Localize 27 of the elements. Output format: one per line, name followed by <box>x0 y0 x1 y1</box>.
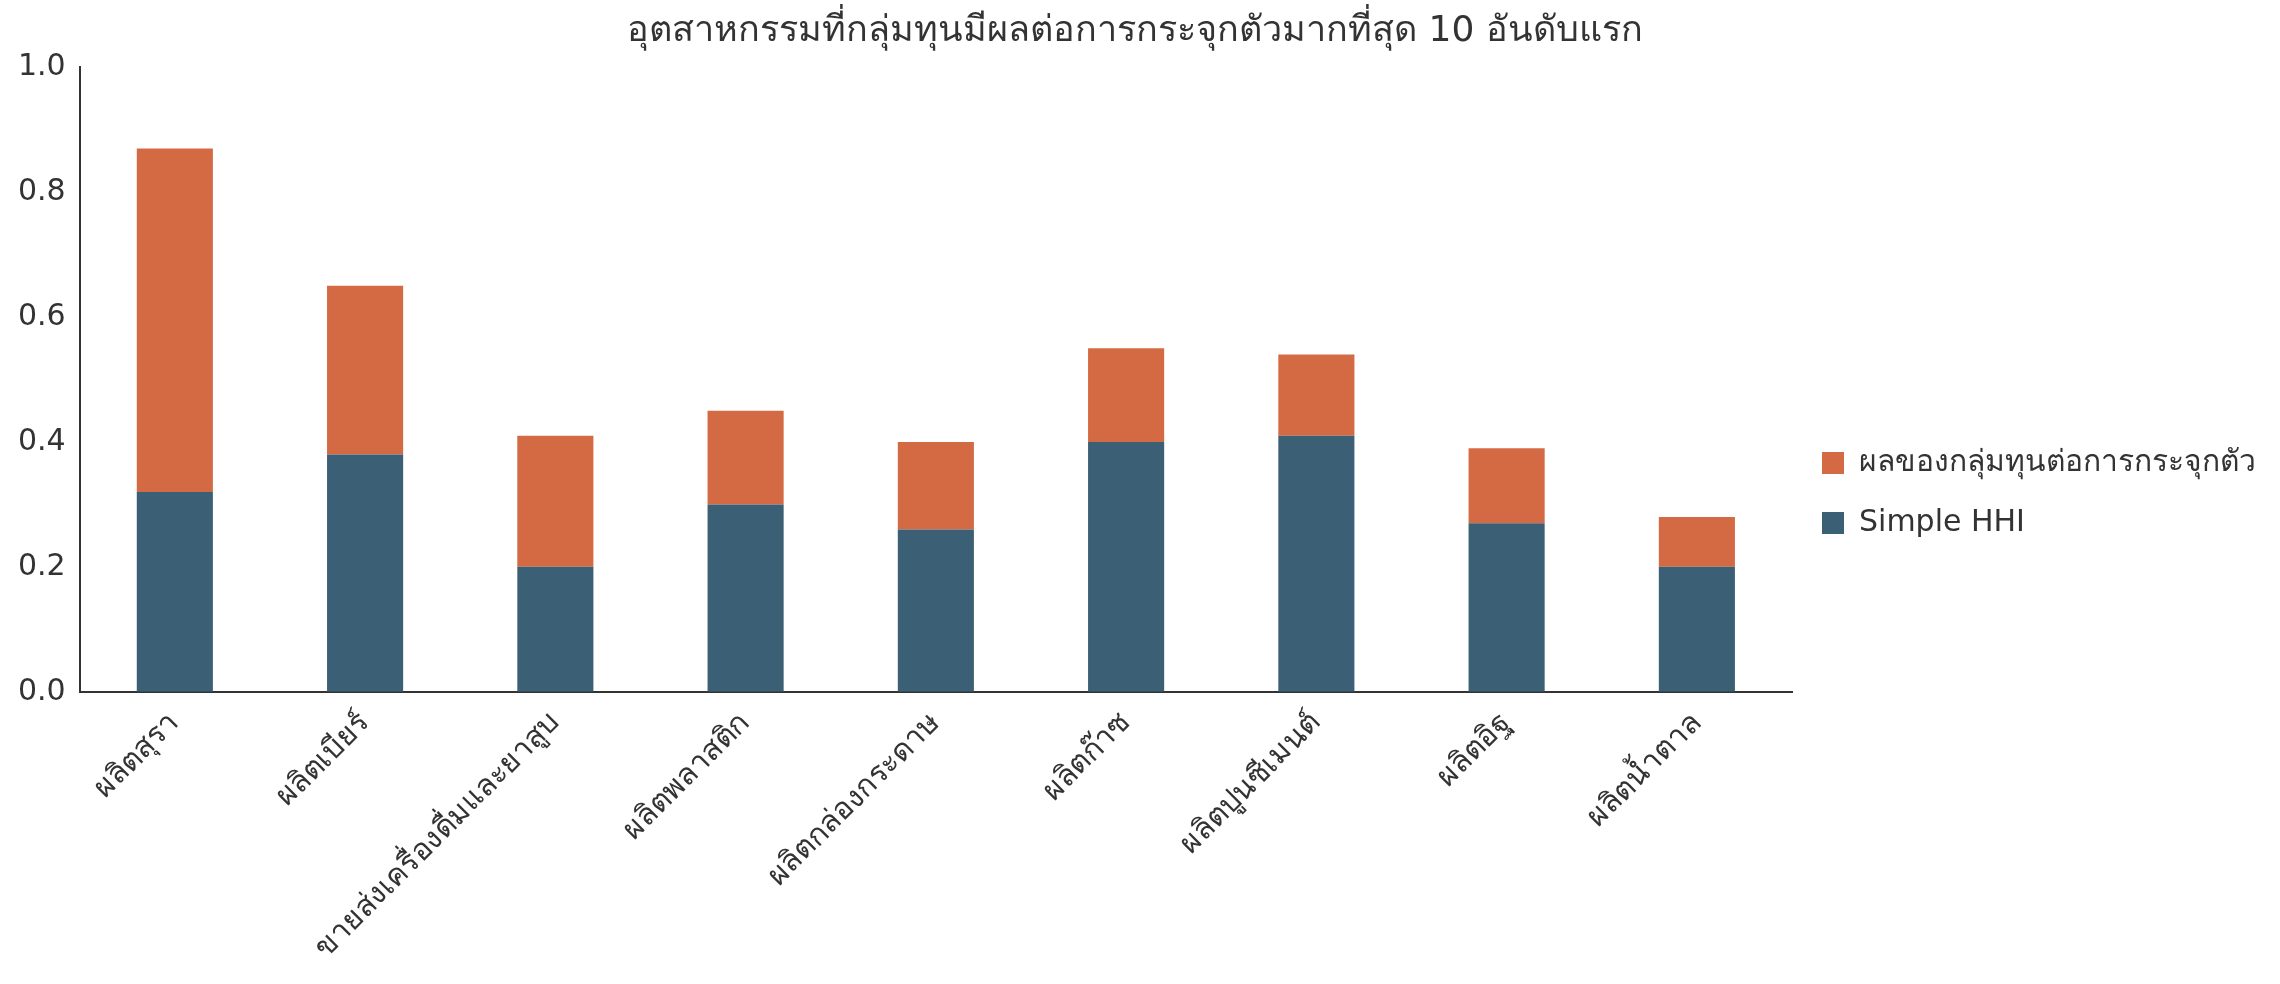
bar <box>707 410 784 505</box>
y-tick-label: 0.2 <box>17 546 66 582</box>
bar <box>1278 354 1355 436</box>
y-tick-label: 0.4 <box>17 421 66 457</box>
bar <box>517 566 594 692</box>
bar <box>327 285 404 455</box>
bar <box>707 504 784 692</box>
bar <box>136 148 213 492</box>
bar <box>1468 523 1545 692</box>
bar <box>1088 348 1165 442</box>
bar <box>897 529 974 692</box>
bar <box>1088 441 1165 692</box>
chart-title: อุตสาหกรรมที่กลุ่มทุนมีผลต่อการกระจุกตัวมากที่สุด 10 อันดับแรก <box>627 3 1643 51</box>
bar <box>1278 435 1355 692</box>
bar <box>136 491 213 692</box>
y-tick-label: 0.0 <box>17 671 66 707</box>
y-tick-label: 0.8 <box>17 171 66 207</box>
bar <box>1658 516 1735 567</box>
bar <box>327 454 404 692</box>
y-tick-label: 1.0 <box>17 47 66 82</box>
legend-label: ผลของกลุ่มทุนต่อการกระจุกตัว <box>1859 442 2256 480</box>
bar <box>897 441 974 530</box>
legend-label: Simple HHI <box>1859 502 2025 538</box>
y-tick-label: 0.6 <box>17 296 66 332</box>
bar <box>1468 448 1545 524</box>
bar <box>517 435 594 567</box>
bar <box>1658 566 1735 692</box>
